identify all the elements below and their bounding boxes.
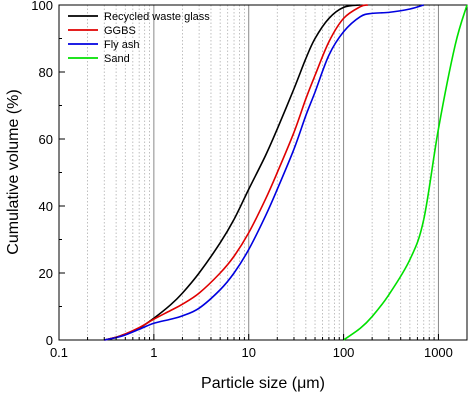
legend-label: GGBS <box>104 25 136 37</box>
x-tick-label: 1 <box>150 345 157 360</box>
x-tick-label: 0.1 <box>50 345 68 360</box>
y-tick-label: 0 <box>46 333 53 348</box>
x-axis-title: Particle size (μm) <box>201 375 325 392</box>
series-layer <box>104 4 468 341</box>
legend: Recycled waste glass GGBS Fly ash Sand <box>68 11 210 65</box>
series-line-fly-ash <box>104 4 424 341</box>
legend-label: Recycled waste glass <box>104 11 210 23</box>
y-tick-label: 60 <box>39 132 53 147</box>
y-tick-label: 80 <box>39 65 53 80</box>
y-axis-title: Cumulative volume (%) <box>5 89 22 254</box>
y-tick-label: 20 <box>39 266 53 281</box>
series-line-recycled-waste-glass <box>104 4 361 341</box>
legend-label: Sand <box>104 53 130 65</box>
y-tick-label: 40 <box>39 199 53 214</box>
x-tick-label: 1000 <box>424 345 453 360</box>
x-tick-label: 100 <box>333 345 355 360</box>
y-tick-label: 100 <box>31 0 53 13</box>
series-line-sand <box>343 4 468 341</box>
x-tick-label: 10 <box>241 345 255 360</box>
legend-label: Fly ash <box>104 39 139 51</box>
axes: 0.1 1 10 100 1000 0 20 40 60 80 100 <box>31 0 468 360</box>
series-line-ggbs <box>104 4 368 341</box>
